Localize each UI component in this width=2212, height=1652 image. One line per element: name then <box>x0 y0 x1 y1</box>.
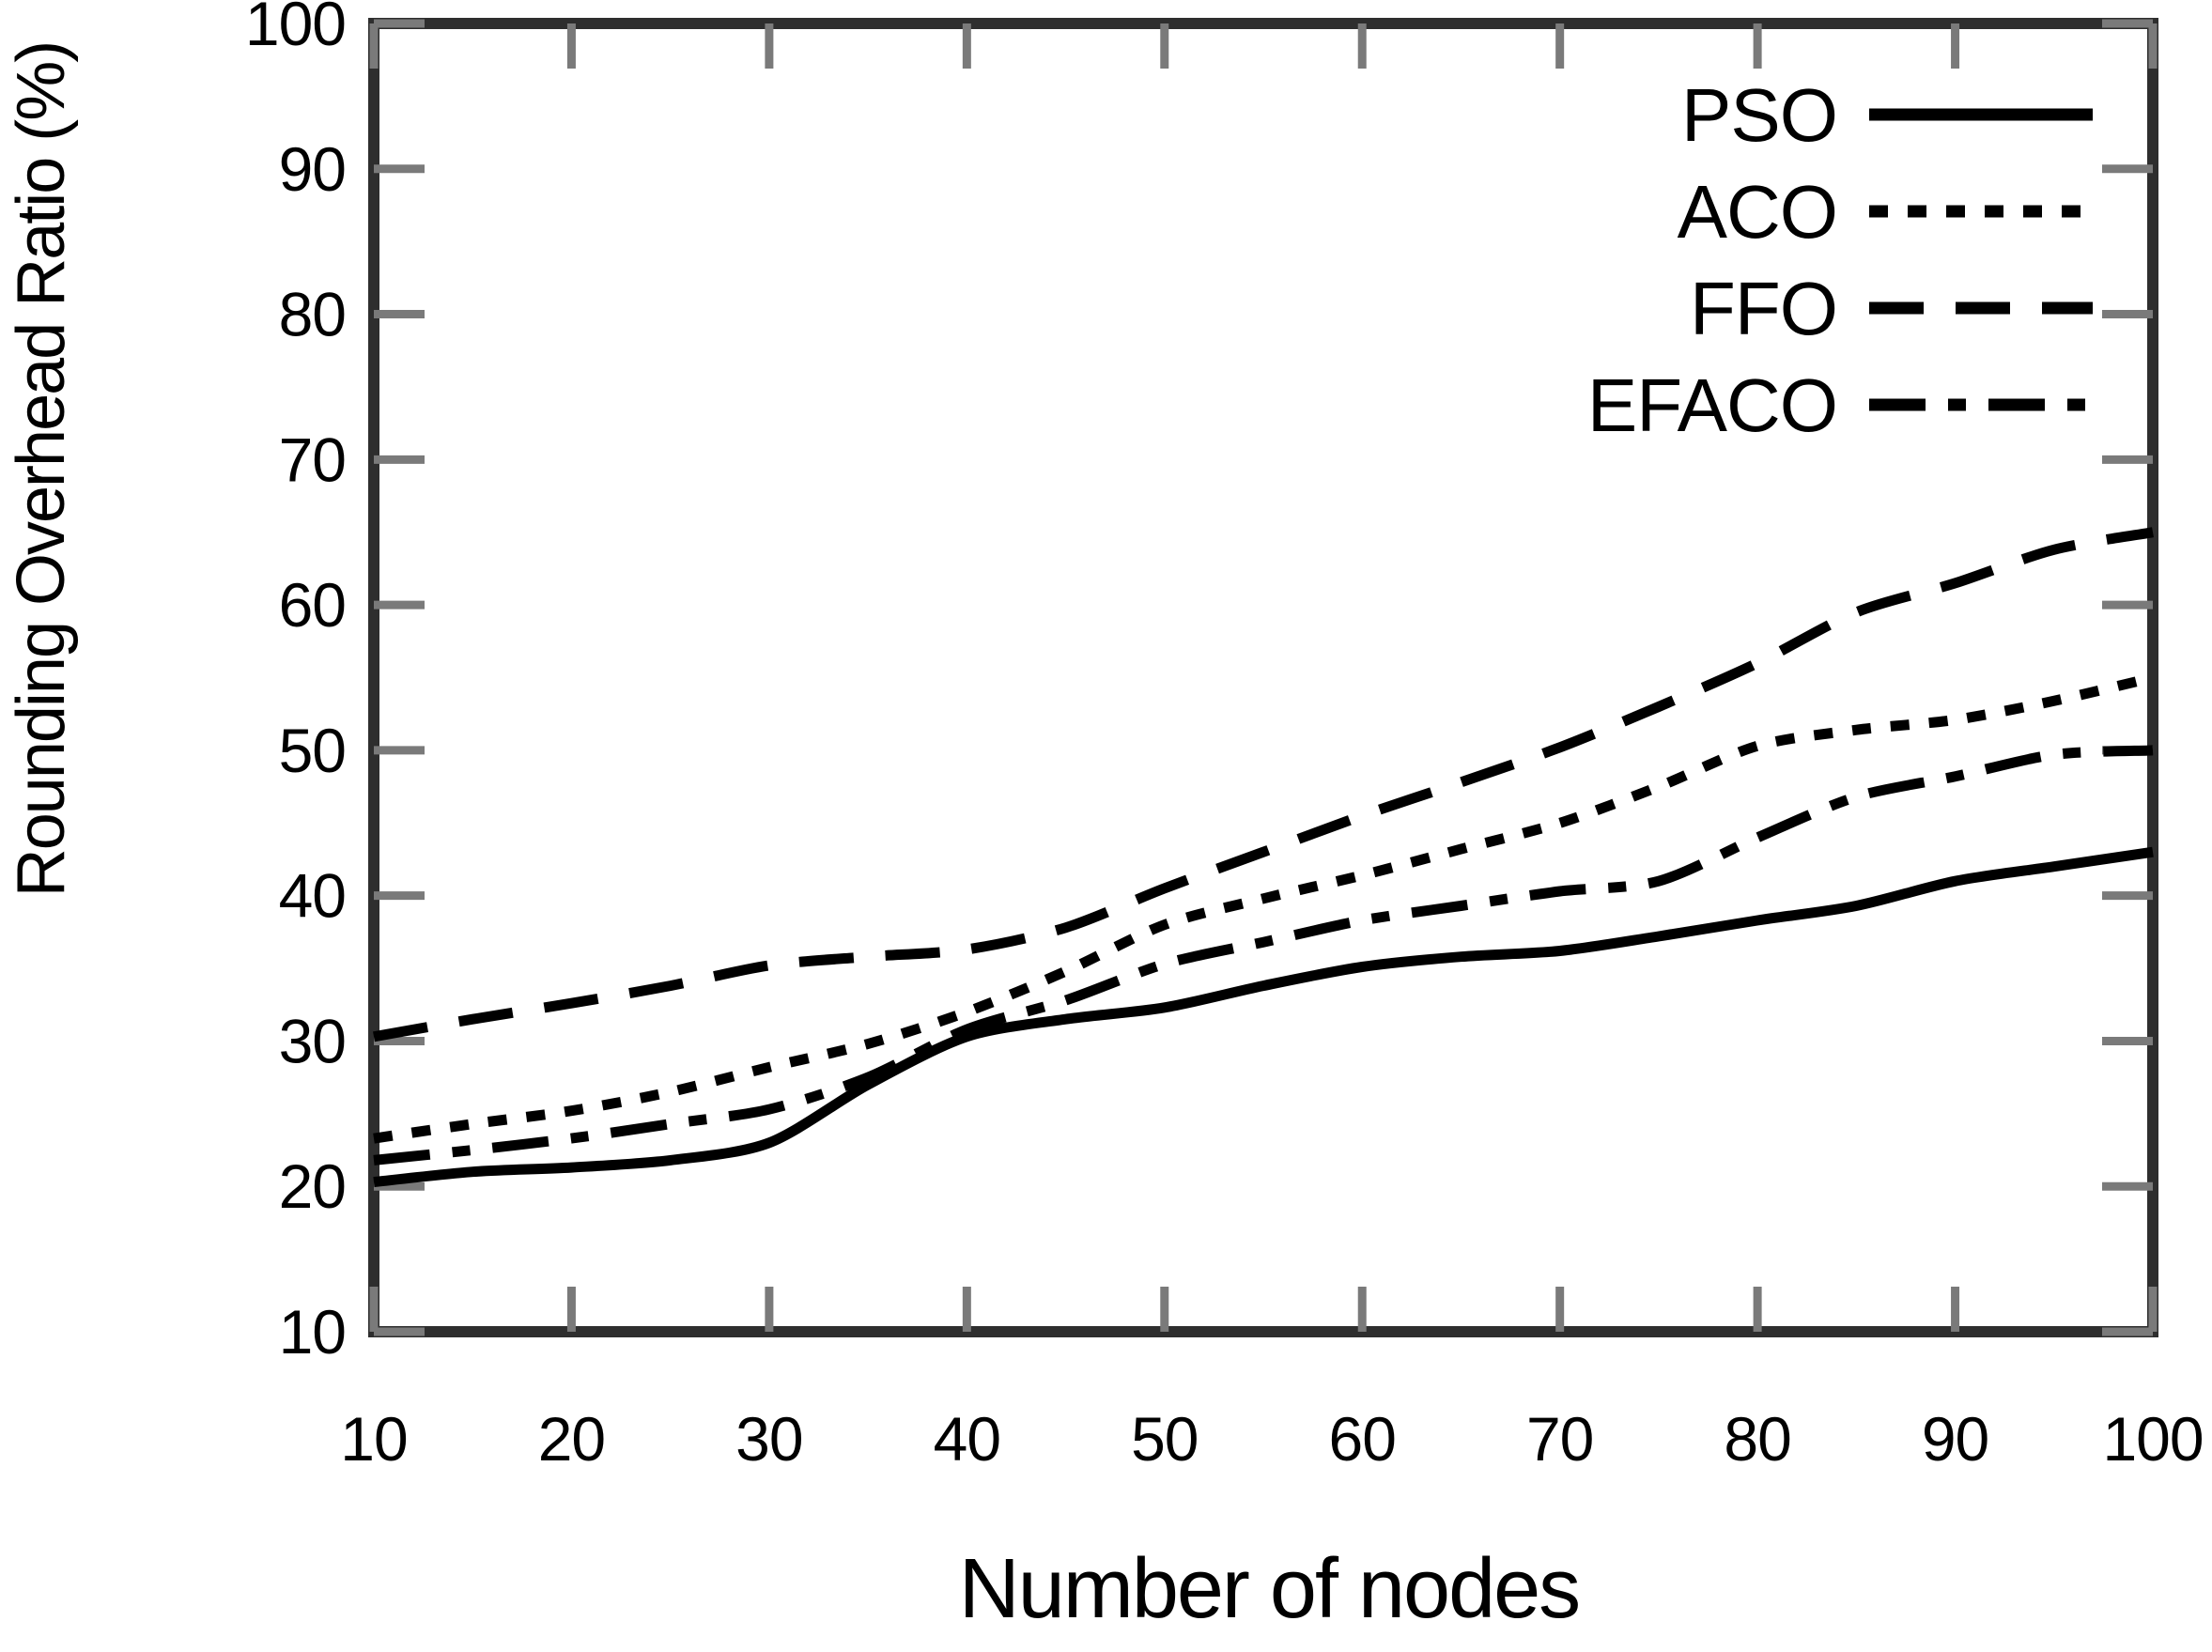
series-curve-ffo <box>373 527 2154 1042</box>
x-tick-label: 50 <box>1131 1404 1198 1474</box>
y-tick-label: 70 <box>279 425 346 494</box>
y-tick-label: 60 <box>279 570 346 640</box>
x-tick-labels: 10 20 30 40 50 60 70 80 90 100 <box>340 1404 2204 1474</box>
y-tick-label: 100 <box>245 0 346 58</box>
legend-label-ffo: FFO <box>1690 267 1837 350</box>
legend-label-pso: PSO <box>1681 73 1837 157</box>
series-curve-pso <box>373 846 2154 1188</box>
legend-label-aco: ACO <box>1678 170 1837 254</box>
series-curve-efaco <box>373 745 2154 1166</box>
y-tick-label: 30 <box>279 1006 346 1075</box>
y-tick-label: 20 <box>279 1151 346 1221</box>
legend-label-efaco: EFACO <box>1587 363 1837 447</box>
series-curve-aco <box>373 672 2155 1144</box>
y-tick-label: 50 <box>279 716 346 785</box>
data-curves <box>373 527 2155 1188</box>
x-tick-label: 40 <box>934 1404 1000 1474</box>
x-tick-label: 100 <box>2102 1404 2203 1474</box>
x-tick-label: 30 <box>735 1404 802 1474</box>
x-tick-label: 70 <box>1526 1404 1593 1474</box>
legend: PSO ACO FFO EFACO <box>1587 73 2093 447</box>
x-tick-label: 20 <box>538 1404 605 1474</box>
x-axis-title: Number of nodes <box>959 1542 1579 1636</box>
x-tick-label: 60 <box>1329 1404 1396 1474</box>
x-tick-label: 90 <box>1922 1404 1988 1474</box>
x-tick-label: 80 <box>1724 1404 1790 1474</box>
y-axis-title: Rounding Overhead Ratio (%) <box>4 42 79 898</box>
plot-border <box>368 18 2158 1337</box>
y-tick-label: 40 <box>279 861 346 931</box>
x-tick-label: 10 <box>340 1404 407 1474</box>
y-tick-label: 10 <box>279 1297 346 1366</box>
axis-ticks <box>369 19 2158 1336</box>
y-tick-label: 90 <box>279 134 346 204</box>
y-tick-labels: 10 20 30 40 50 60 70 80 90 100 <box>245 0 347 1366</box>
y-tick-label: 80 <box>279 280 346 349</box>
